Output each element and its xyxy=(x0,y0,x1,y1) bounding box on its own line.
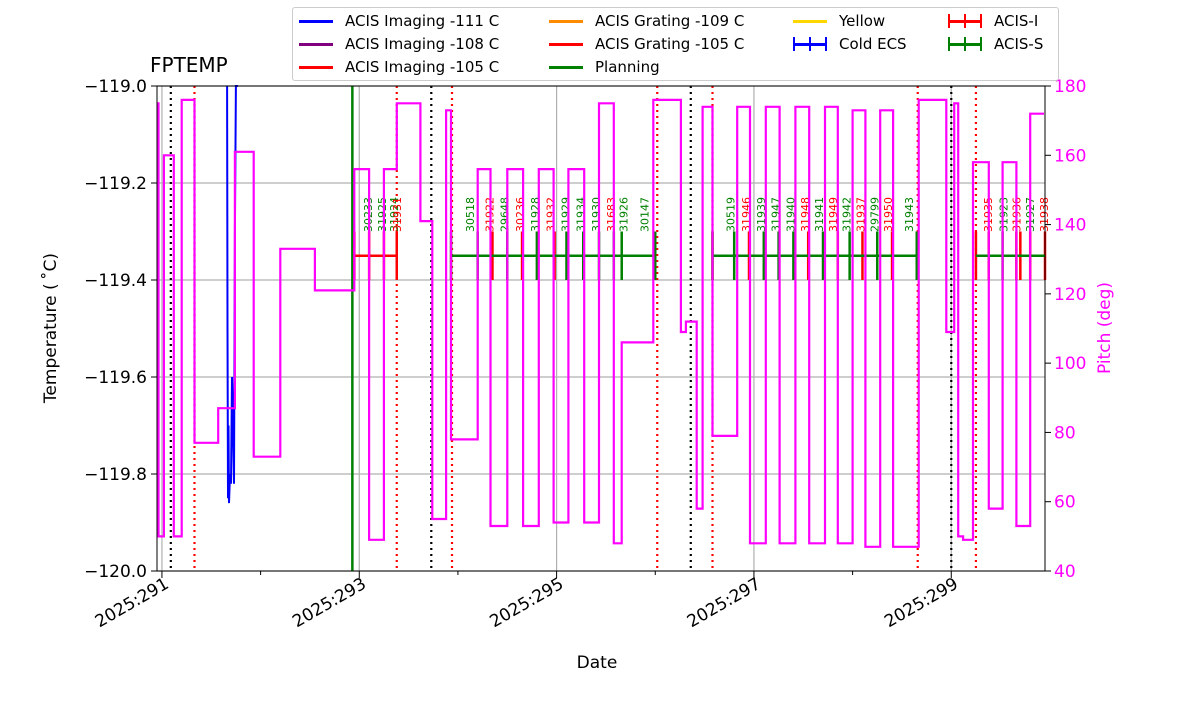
legend-errbar-tick xyxy=(809,37,811,51)
y-tick-label: −119.0 xyxy=(84,77,147,97)
obsid-label: 30518 xyxy=(464,197,477,232)
x-axis: 2025:291 2025:293 2025:295 2025:297 2025:299 xyxy=(92,571,962,632)
y2-tick-label: 40 xyxy=(1054,562,1076,582)
y-tick-label: −119.4 xyxy=(84,271,147,291)
pitch-line xyxy=(157,98,1044,548)
obsid-label: 30147 xyxy=(638,197,651,232)
x-tick-label: 2025:299 xyxy=(881,574,962,632)
obsid-label: 31950 xyxy=(882,197,895,232)
legend-errbar-tick xyxy=(793,37,795,51)
legend-swatch xyxy=(549,43,583,46)
temperature-line xyxy=(226,85,238,504)
obsid-label: 31932 xyxy=(545,197,558,232)
obsid-label: 31683 xyxy=(605,197,618,232)
y-tick-label: −120.0 xyxy=(84,562,147,582)
obsid-label: 29648 xyxy=(498,197,511,232)
legend-errbar-tick xyxy=(980,14,982,28)
y-axis-label: Temperature ( ˚C) xyxy=(40,253,61,404)
obsid-label: 31940 xyxy=(784,197,797,232)
obsid-label: 31943 xyxy=(903,197,916,232)
legend-label: ACIS Imaging -108 C xyxy=(345,35,500,53)
legend-label: ACIS Imaging -111 C xyxy=(345,12,500,30)
temperature-series xyxy=(226,85,238,504)
x-tick-label: 2025:295 xyxy=(487,574,568,632)
legend-label: ACIS Grating -105 C xyxy=(595,35,745,53)
obsid-label: 31939 xyxy=(755,197,768,232)
legend-errbar-tick xyxy=(948,37,950,51)
y2-tick-label: 100 xyxy=(1054,354,1086,374)
y2-tick-label: 180 xyxy=(1054,77,1086,97)
y-tick-label: −119.8 xyxy=(84,465,147,485)
obsid-label: 31937 xyxy=(854,197,867,232)
y2-tick-label: 160 xyxy=(1054,146,1086,166)
legend-errbar-tick xyxy=(825,37,827,51)
obsid-label: 31941 xyxy=(813,197,826,232)
chart-legend: ACIS Imaging -111 C ACIS Imaging -108 C AC… xyxy=(292,7,1059,81)
obsid-label: 31934 xyxy=(574,197,587,232)
legend-errbar-tick xyxy=(964,37,966,51)
legend-label: ACIS-I xyxy=(994,12,1039,30)
legend-swatch xyxy=(549,20,583,23)
legend-label: Planning xyxy=(595,58,660,76)
y-tick-label: −119.6 xyxy=(84,368,147,388)
pitch-series xyxy=(157,98,1044,548)
legend-label: Yellow xyxy=(839,12,886,30)
x-tick-label: 2025:291 xyxy=(92,574,173,632)
y2-tick-label: 140 xyxy=(1054,216,1086,236)
legend-swatch xyxy=(299,43,333,46)
obsid-label: 31928 xyxy=(529,197,542,232)
obsid-label: 31930 xyxy=(590,197,603,232)
legend-swatch xyxy=(299,20,333,23)
legend-swatch xyxy=(793,20,827,23)
legend-errbar-tick xyxy=(964,14,966,28)
y2-tick-label: 120 xyxy=(1054,285,1086,305)
y-axis: −120.0 −119.8 −119.6 −119.4 −119.2 −119.0 xyxy=(84,77,157,582)
y2-tick-label: 60 xyxy=(1054,493,1076,513)
obsid-label: 30519 xyxy=(724,197,737,232)
x-axis-label: Date xyxy=(577,653,618,673)
obsid-label: 31942 xyxy=(841,197,854,232)
legend-label: ACIS Imaging -105 C xyxy=(345,58,500,76)
legend-swatch xyxy=(299,66,333,69)
obsid-label: 31949 xyxy=(827,197,840,232)
x-tick-label: 2025:293 xyxy=(289,574,370,632)
event-lines xyxy=(169,86,978,571)
chart-title: FPTEMP xyxy=(150,53,228,77)
legend-label: ACIS Grating -109 C xyxy=(595,12,745,30)
legend-errbar-tick xyxy=(948,14,950,28)
legend-label: Cold ECS xyxy=(839,35,907,53)
legend-label: ACIS-S xyxy=(994,35,1044,53)
y2-axis: 40 60 80 100 120 140 160 180 xyxy=(1045,77,1086,582)
obsid-label: 31931 xyxy=(391,197,404,232)
obsid-label: 30236 xyxy=(514,197,527,232)
obsid-label: 31926 xyxy=(618,197,631,232)
plot-frame xyxy=(156,85,1046,572)
obsid-label: 29799 xyxy=(868,197,881,232)
y2-axis-label: Pitch (deg) xyxy=(1095,282,1115,374)
obsid-label: 31929 xyxy=(559,197,572,232)
legend-errbar-tick xyxy=(980,37,982,51)
legend-swatch xyxy=(549,66,583,69)
x-tick-label: 2025:297 xyxy=(684,574,765,632)
obsid-label: 31923 xyxy=(998,197,1011,232)
y-tick-label: −119.2 xyxy=(84,174,147,194)
obsid-label: 31925 xyxy=(376,197,389,232)
plot-background xyxy=(157,86,1045,571)
obsid-label: 31924 xyxy=(388,197,401,232)
y2-tick-label: 80 xyxy=(1054,423,1076,443)
